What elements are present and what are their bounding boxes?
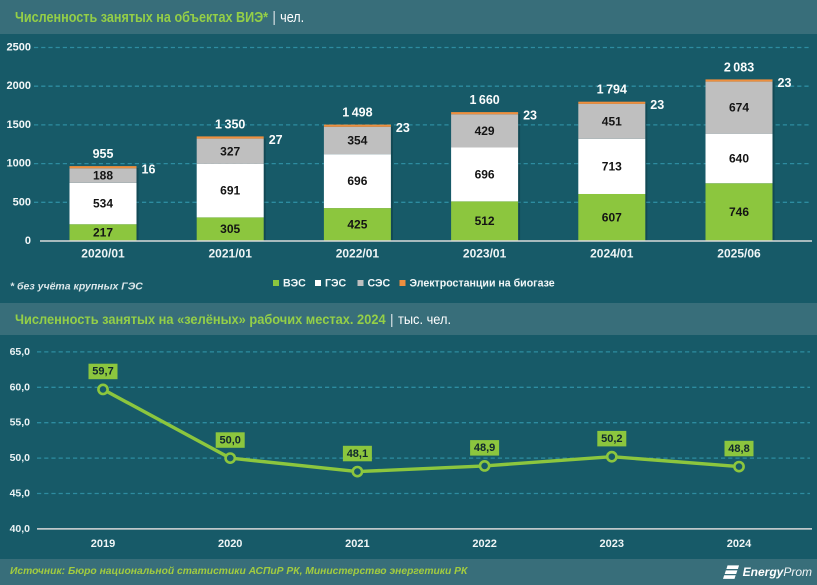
svg-text:512: 512	[475, 214, 495, 228]
svg-text:45,0: 45,0	[10, 488, 31, 500]
svg-text:955: 955	[93, 147, 114, 161]
svg-text:640: 640	[729, 152, 749, 166]
svg-text:* без учёта крупных ГЭС: * без учёта крупных ГЭС	[10, 281, 143, 293]
svg-text:451: 451	[602, 114, 622, 128]
svg-text:696: 696	[475, 167, 495, 181]
svg-text:СЭС: СЭС	[368, 278, 391, 290]
svg-text:2022/01: 2022/01	[336, 247, 380, 261]
svg-text:305: 305	[220, 222, 240, 236]
svg-text:23: 23	[523, 109, 537, 123]
svg-text:ГЭС: ГЭС	[325, 278, 347, 290]
svg-text:55,0: 55,0	[10, 417, 31, 429]
svg-text:48,8: 48,8	[728, 443, 749, 455]
svg-text:746: 746	[729, 205, 749, 219]
svg-text:2021: 2021	[345, 538, 369, 550]
svg-text:2023: 2023	[600, 538, 624, 550]
svg-text:327: 327	[220, 144, 240, 158]
svg-text:674: 674	[729, 101, 749, 115]
svg-text:50,0: 50,0	[10, 452, 31, 464]
svg-text:23: 23	[396, 121, 410, 135]
svg-text:2 083: 2 083	[724, 60, 754, 74]
svg-text:16: 16	[142, 163, 156, 177]
svg-text:1 350: 1 350	[215, 117, 245, 131]
svg-text:23: 23	[650, 98, 664, 112]
svg-text:1000: 1000	[7, 158, 31, 170]
svg-text:2024/01: 2024/01	[590, 247, 634, 261]
svg-text:534: 534	[93, 197, 113, 211]
svg-text:65,0: 65,0	[10, 346, 31, 358]
svg-text:500: 500	[13, 196, 31, 208]
svg-text:691: 691	[220, 184, 240, 198]
svg-text:2024: 2024	[727, 538, 752, 550]
svg-text:217: 217	[93, 226, 113, 240]
svg-text:2020: 2020	[218, 538, 242, 550]
svg-text:696: 696	[347, 174, 367, 188]
svg-text:607: 607	[602, 211, 622, 225]
svg-text:1500: 1500	[7, 119, 31, 131]
svg-text:50,2: 50,2	[601, 433, 622, 445]
svg-text:1 794: 1 794	[597, 83, 627, 97]
svg-text:2022: 2022	[472, 538, 496, 550]
svg-text:48,9: 48,9	[474, 442, 495, 454]
svg-text:2025/06: 2025/06	[717, 247, 761, 261]
svg-text:0: 0	[25, 235, 31, 247]
svg-text:2500: 2500	[7, 42, 31, 54]
svg-text:50,0: 50,0	[219, 434, 240, 446]
svg-text:713: 713	[602, 159, 622, 173]
svg-text:48,1: 48,1	[347, 448, 368, 460]
svg-text:2019: 2019	[91, 538, 115, 550]
svg-text:188: 188	[93, 169, 113, 183]
svg-text:40,0: 40,0	[10, 523, 31, 535]
svg-text:1 660: 1 660	[469, 93, 499, 107]
svg-text:354: 354	[347, 134, 367, 148]
svg-text:2021/01: 2021/01	[209, 247, 253, 261]
svg-text:59,7: 59,7	[92, 366, 113, 378]
svg-text:425: 425	[347, 218, 367, 232]
svg-text:Электростанции на биогазе: Электростанции на биогазе	[410, 278, 555, 290]
svg-text:2020/01: 2020/01	[81, 247, 125, 261]
svg-text:2000: 2000	[7, 80, 31, 92]
svg-text:60,0: 60,0	[10, 381, 31, 393]
svg-text:2023/01: 2023/01	[463, 247, 507, 261]
svg-text:23: 23	[778, 76, 792, 90]
svg-text:429: 429	[475, 124, 495, 138]
svg-text:27: 27	[269, 133, 283, 147]
svg-text:1 498: 1 498	[342, 106, 372, 120]
svg-text:ВЭС: ВЭС	[283, 278, 306, 290]
